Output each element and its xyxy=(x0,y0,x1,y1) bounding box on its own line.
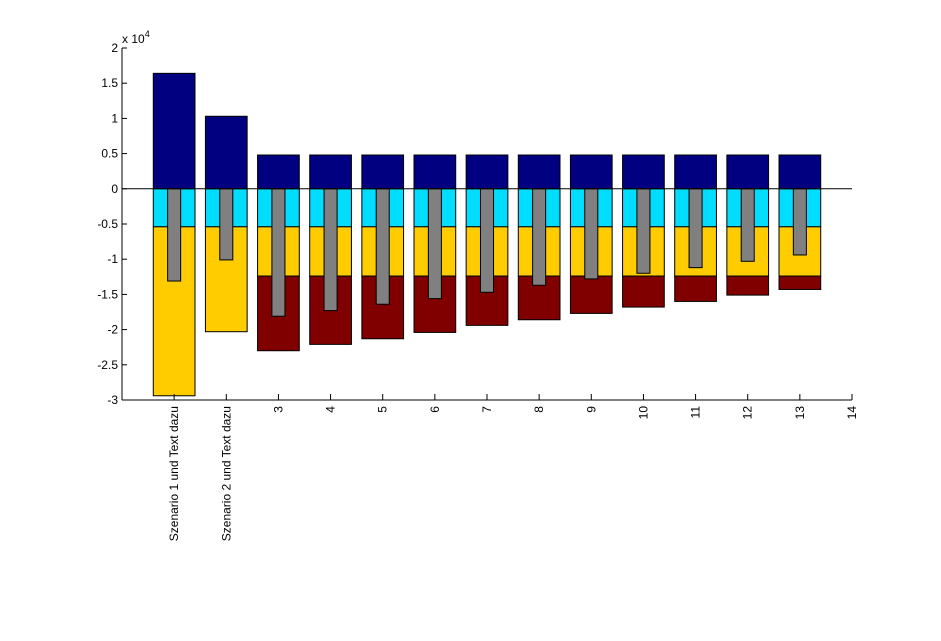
y-exponent-power: 4 xyxy=(145,29,150,39)
bar-negative-3-11 xyxy=(674,275,717,302)
bar-positive-11 xyxy=(674,154,717,190)
y-tick-label: -2 xyxy=(107,323,118,337)
x-tick-label: 8 xyxy=(532,406,546,413)
bar-net-9 xyxy=(584,188,599,280)
bar-net-6 xyxy=(427,188,442,300)
x-tick-label: 4 xyxy=(324,406,338,413)
bar-net-8 xyxy=(532,188,547,286)
y-tick-label: 1 xyxy=(111,111,118,125)
bar-positive-9 xyxy=(569,154,613,190)
x-tick-label: 7 xyxy=(480,406,494,413)
bar-net-5 xyxy=(375,188,390,305)
x-tick-label: 10 xyxy=(636,406,650,420)
bar-positive-13 xyxy=(778,154,822,190)
bar-positive-3 xyxy=(257,154,300,190)
bar-positive-1 xyxy=(152,72,196,190)
x-tick-label: Szenario 2 und Text dazu xyxy=(219,406,233,541)
bar-negative-3-10 xyxy=(622,275,665,308)
y-tick-label: -3 xyxy=(107,393,118,407)
bar-net-12 xyxy=(740,188,755,262)
x-tick-label: 6 xyxy=(428,406,442,413)
bar-net-10 xyxy=(636,188,651,274)
y-tick-label: -0.5 xyxy=(97,217,118,231)
bar-positive-8 xyxy=(517,154,561,190)
y-tick-label: -1.5 xyxy=(97,287,118,301)
bar-positive-12 xyxy=(726,154,770,190)
y-tick-label: 0.5 xyxy=(101,147,118,161)
y-exponent-base: x 10 xyxy=(122,32,145,46)
bar-positive-10 xyxy=(622,154,665,190)
y-ticks: 2 1.5 1 0.5 0 -0.5 -1 -1.5 -2 -2.5 -3 xyxy=(97,41,127,407)
bar-positive-7 xyxy=(465,154,509,190)
bar-positive-6 xyxy=(413,154,457,190)
y-tick-label: 1.5 xyxy=(101,76,118,90)
bar-positive-5 xyxy=(361,154,405,190)
bar-positive-2 xyxy=(204,115,248,190)
x-ticks: Szenario 1 und Text dazu Szenario 2 und T… xyxy=(167,394,859,541)
overlay-bars-layer xyxy=(167,188,807,317)
y-tick-label: -1 xyxy=(107,252,118,266)
bar-net-3 xyxy=(271,188,286,317)
bar-net-13 xyxy=(792,188,807,256)
x-tick-label: 13 xyxy=(793,406,807,420)
x-tick-label: Szenario 1 und Text dazu xyxy=(167,406,181,541)
x-tick-label: 12 xyxy=(741,406,755,420)
y-tick-label: -2.5 xyxy=(97,358,118,372)
x-tick-label: 9 xyxy=(584,406,598,413)
bar-positive-4 xyxy=(309,154,352,190)
y-tick-label: 0 xyxy=(111,182,118,196)
x-tick-label: 3 xyxy=(271,406,285,413)
bar-net-1 xyxy=(167,188,182,282)
bar-net-2 xyxy=(219,188,234,261)
bar-negative-3-13 xyxy=(778,275,822,290)
x-tick-label: 11 xyxy=(689,406,703,419)
y-exponent-label: x 104 xyxy=(122,29,150,46)
x-tick-label: 14 xyxy=(845,406,859,420)
x-tick-label: 5 xyxy=(376,406,390,413)
bar-net-11 xyxy=(688,188,703,269)
bar-negative-3-12 xyxy=(726,275,770,296)
bar-net-4 xyxy=(323,188,338,312)
bar-negative-3-9 xyxy=(569,275,613,314)
y-tick-label: 2 xyxy=(111,41,118,55)
bar-net-7 xyxy=(479,188,495,293)
